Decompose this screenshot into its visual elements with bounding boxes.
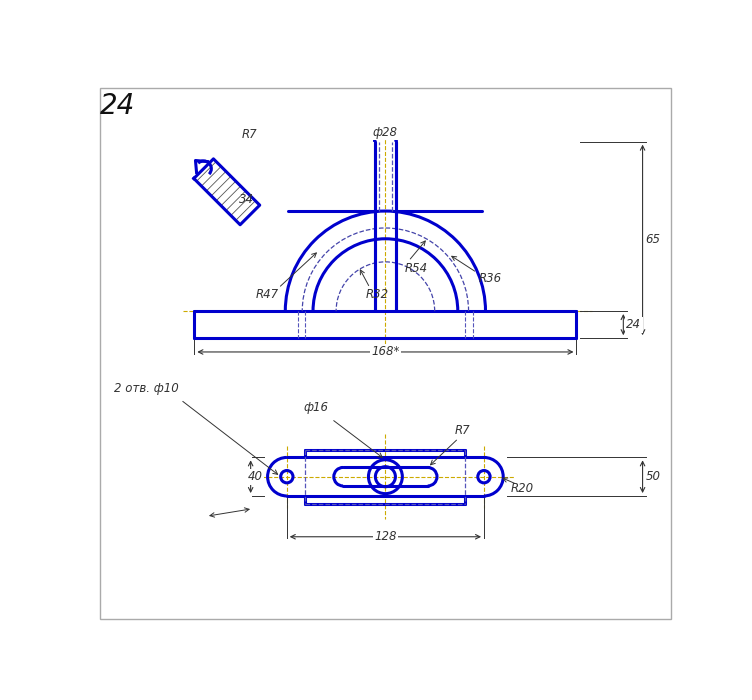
Text: R47: R47	[255, 288, 278, 301]
Text: R36: R36	[478, 272, 502, 286]
Text: 2 отв. ф10: 2 отв. ф10	[114, 382, 178, 395]
Text: ф28: ф28	[373, 126, 398, 139]
Text: 34: 34	[238, 193, 253, 206]
Text: ф16: ф16	[304, 401, 329, 414]
Text: R32: R32	[366, 288, 390, 301]
Text: 40: 40	[247, 470, 262, 483]
Text: R7: R7	[455, 424, 470, 437]
Text: 24: 24	[626, 318, 641, 331]
Text: R20: R20	[511, 482, 534, 495]
Text: 128: 128	[374, 530, 396, 543]
Text: 65: 65	[646, 233, 661, 246]
Text: 24: 24	[100, 92, 135, 120]
Text: R54: R54	[405, 262, 428, 275]
Text: 50: 50	[646, 470, 661, 483]
Text: R7: R7	[242, 127, 258, 141]
Text: 168*: 168*	[371, 345, 399, 358]
